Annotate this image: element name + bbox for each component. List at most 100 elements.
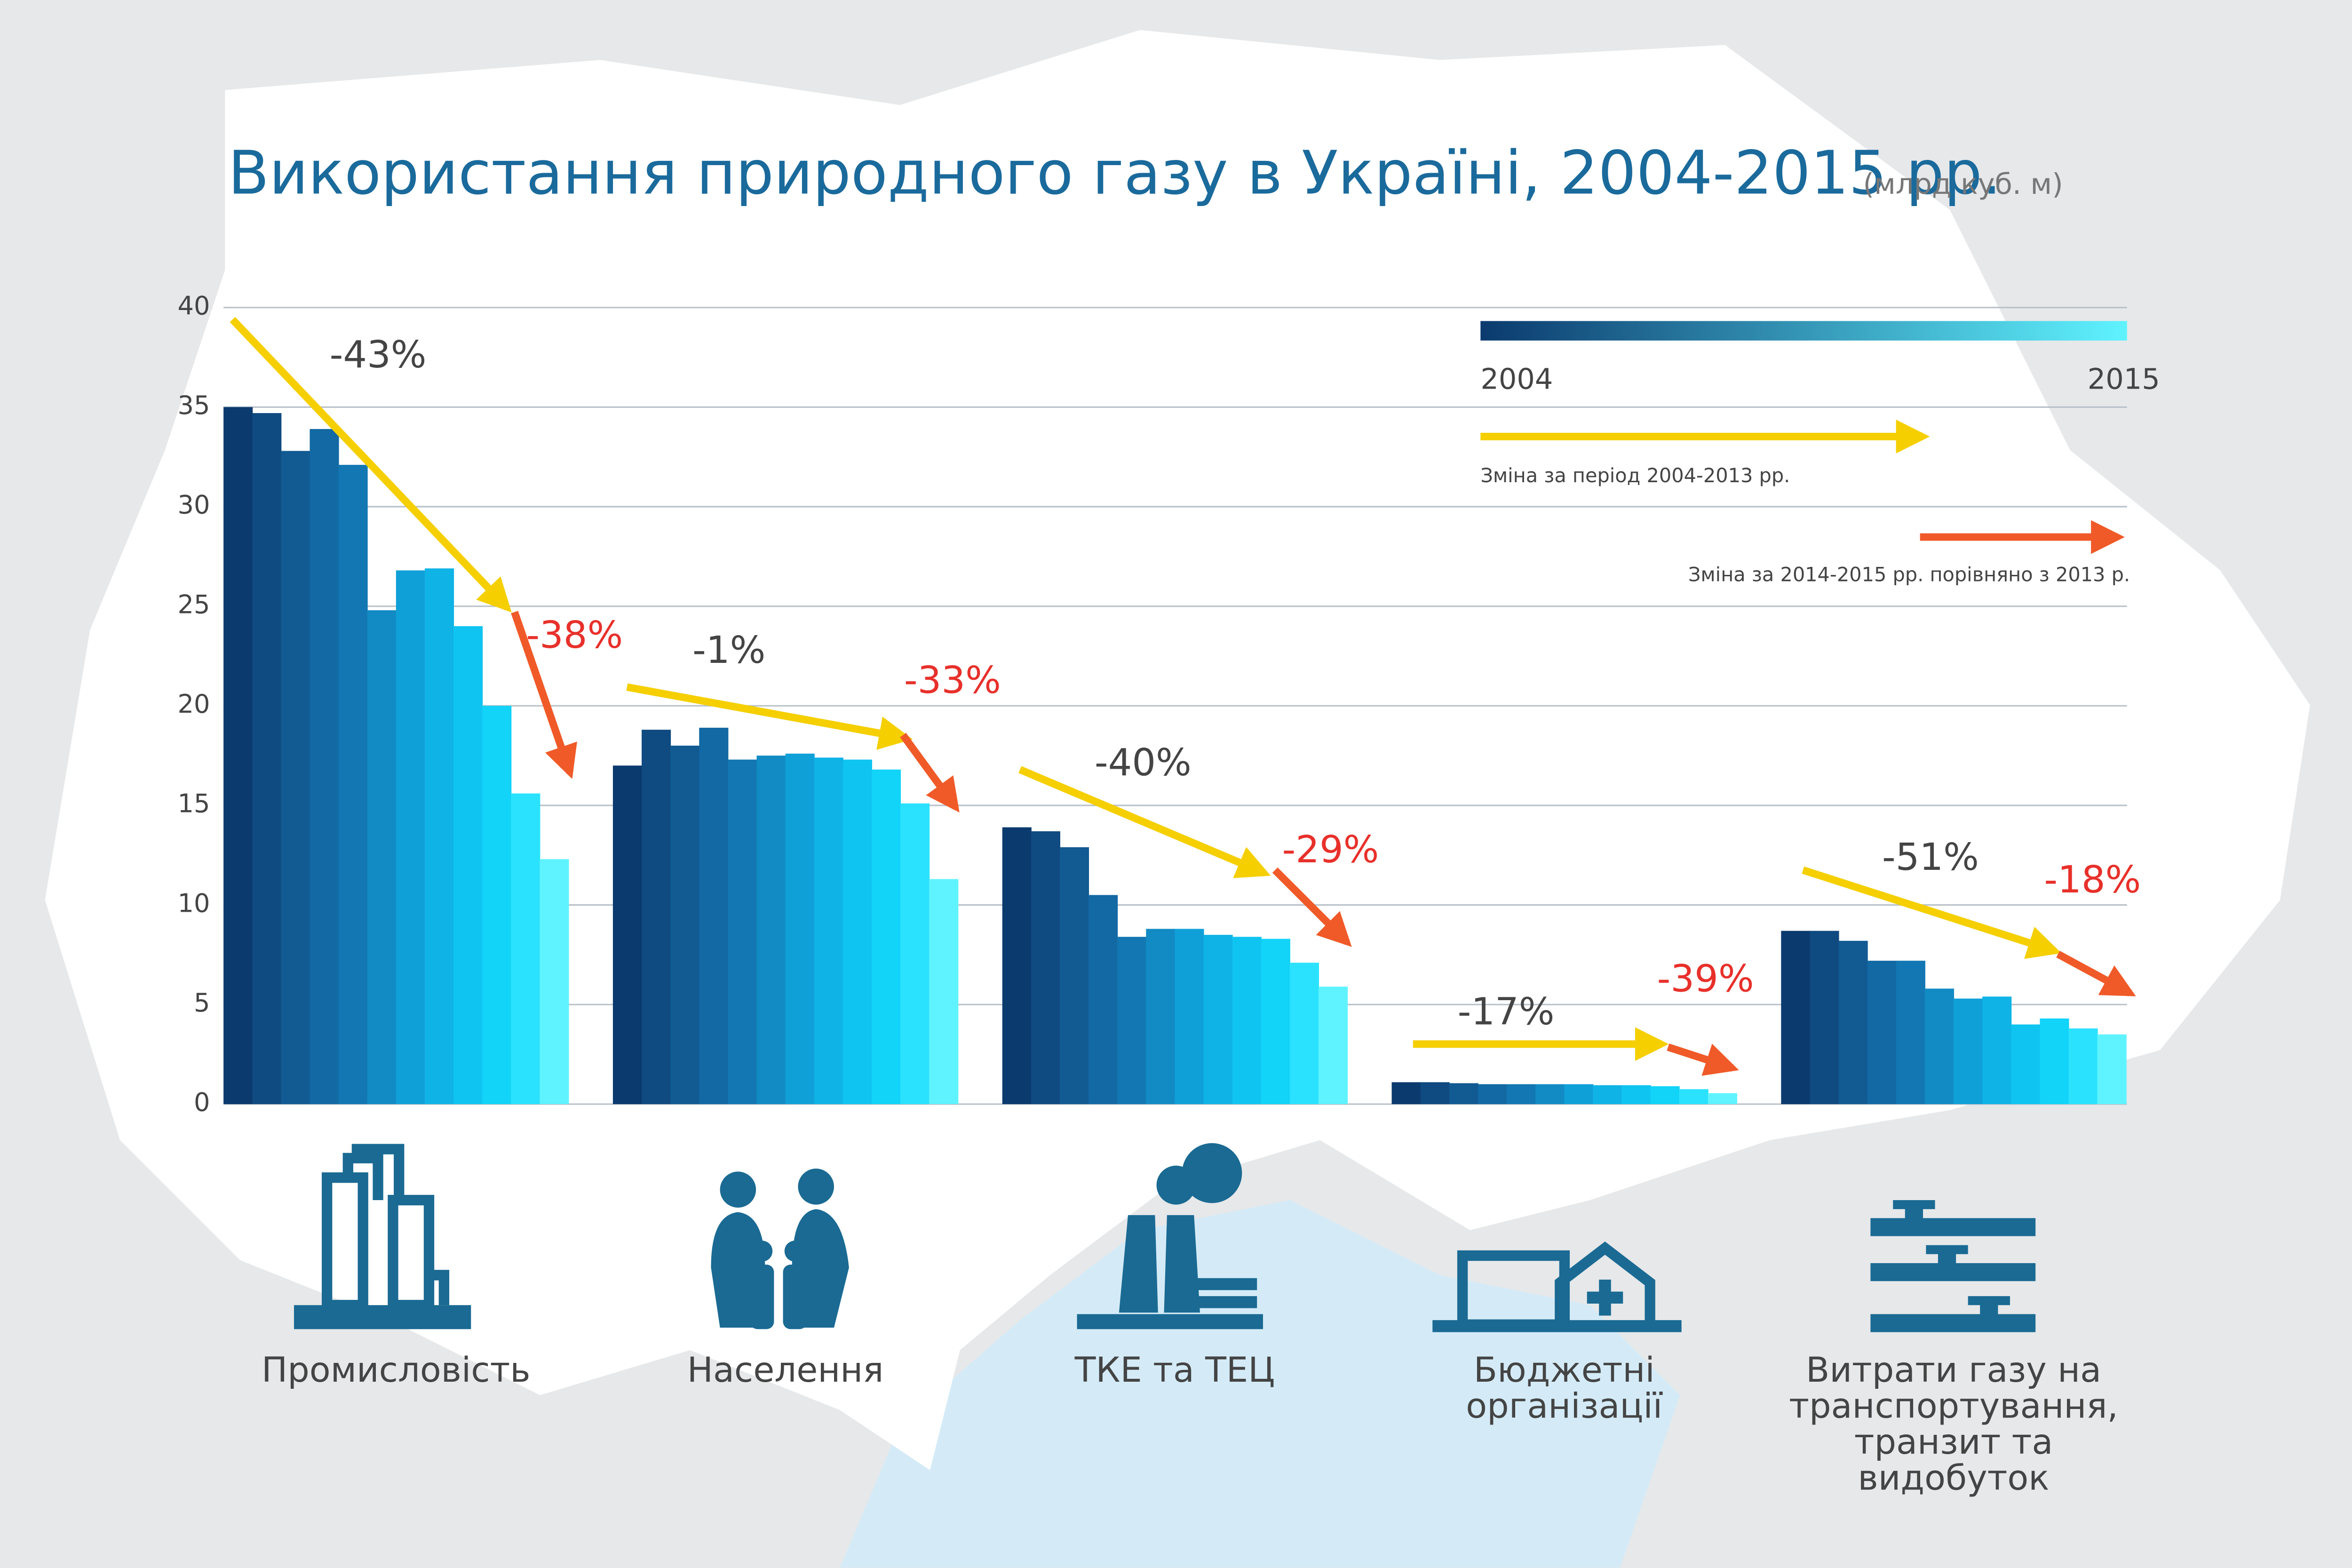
bar (842, 759, 872, 1104)
bar (1679, 1089, 1708, 1104)
bar (396, 570, 425, 1104)
bar (367, 610, 397, 1104)
bar (1146, 929, 1176, 1104)
y-tick-label: 35 (177, 390, 210, 420)
legend-change-2004-2013: Зміна за період 2004-2013 рр. (1480, 464, 1790, 487)
y-tick-label: 15 (177, 789, 210, 819)
icon-industry (294, 1144, 471, 1329)
bar (540, 859, 569, 1104)
change-label-recent: -38% (526, 613, 623, 657)
bar (2011, 1024, 2041, 1104)
category-label: Промисловість (262, 1352, 531, 1391)
chart-title: Використання природного газу в Україні, … (228, 138, 2002, 208)
change-label: -17% (1458, 990, 1555, 1034)
bar (929, 879, 959, 1104)
y-tick-label: 5 (194, 988, 210, 1018)
bar (1175, 929, 1204, 1104)
bar (223, 407, 253, 1104)
bar (1203, 935, 1233, 1104)
bar (1867, 961, 1897, 1104)
bar (338, 465, 368, 1104)
bar (2068, 1028, 2098, 1104)
bar (612, 765, 643, 1104)
bar (252, 413, 282, 1104)
bar (1289, 963, 1319, 1104)
arrow-2014-2015 (1667, 1043, 1739, 1076)
bar (1810, 931, 1839, 1104)
bar (900, 803, 930, 1104)
change-label-recent: -18% (2044, 858, 2141, 901)
icon-budget (1432, 1242, 1682, 1332)
change-label: -40% (1095, 740, 1192, 784)
arrow-2014-2015 (2056, 951, 2136, 996)
y-tick-label: 40 (177, 291, 210, 320)
bar (1954, 998, 1983, 1104)
bar (1449, 1083, 1478, 1104)
category-label: Бюджетні організації (1466, 1352, 1663, 1427)
bar (1564, 1084, 1594, 1104)
bar (1593, 1085, 1622, 1104)
bar (642, 730, 671, 1104)
bar (1621, 1085, 1651, 1104)
legend-end: 2015 (2088, 363, 2160, 396)
bar (1838, 940, 1868, 1104)
change-label: -1% (692, 628, 765, 672)
bar (1059, 847, 1089, 1104)
arrow-2014-2015 (1272, 867, 1352, 947)
bar (1535, 1084, 1565, 1104)
map-shape (45, 30, 2310, 1471)
bar (1420, 1082, 1450, 1104)
arrow-2004-2013 (626, 683, 913, 750)
icon-power-plant (1077, 1143, 1263, 1329)
bar (756, 756, 786, 1104)
bar (511, 793, 540, 1104)
bar (785, 753, 815, 1104)
arrow-2004-2013 (1018, 766, 1271, 878)
y-tick-label: 30 (177, 490, 210, 520)
category-label: Витрати газу на транспортування, транзит… (1789, 1352, 2118, 1499)
change-label: -51% (1882, 835, 1979, 879)
bar (1708, 1093, 1737, 1104)
y-tick-label: 10 (177, 888, 210, 918)
bar (281, 451, 310, 1104)
y-tick-label: 20 (177, 689, 210, 719)
bar (728, 759, 757, 1104)
bar (1031, 831, 1060, 1104)
arrow-2014-2015 (511, 611, 577, 779)
y-tick-label: 25 (177, 589, 210, 619)
bar (1232, 937, 1262, 1104)
bar (310, 429, 339, 1104)
bar (424, 568, 454, 1104)
legend-gradient (1480, 321, 2127, 341)
bar (1391, 1082, 1421, 1104)
sea (840, 1200, 1680, 1568)
bar (1117, 937, 1147, 1104)
bar (1261, 939, 1290, 1104)
bar (699, 727, 729, 1104)
category-label: Населення (687, 1352, 884, 1391)
y-tick-label: 0 (194, 1088, 210, 1117)
legend-change-2014-2015: Зміна за 2014-2015 рр. порівняно з 2013 … (1688, 563, 2130, 586)
bar (1924, 988, 1955, 1104)
bar (2097, 1034, 2127, 1104)
bar (872, 769, 901, 1104)
bar (1896, 961, 1925, 1104)
bar (1319, 987, 1348, 1104)
bar (1650, 1086, 1680, 1104)
bar (1507, 1084, 1536, 1104)
change-label-recent: -39% (1657, 956, 1754, 1000)
arrow-2014-2015 (900, 732, 960, 813)
bar (1002, 827, 1032, 1104)
bar (453, 626, 483, 1104)
category-label: ТКЕ та ТЕЦ (1074, 1352, 1275, 1391)
bar (670, 745, 700, 1104)
bar (1478, 1084, 1507, 1104)
unit: (млрд куб. м) (1863, 168, 2063, 201)
arrow-2004-2013 (230, 317, 512, 613)
icon-population (711, 1169, 849, 1329)
change-label: -43% (330, 333, 427, 376)
change-label-recent: -29% (1282, 828, 1379, 871)
arrow-2004-2013 (1802, 866, 2062, 959)
